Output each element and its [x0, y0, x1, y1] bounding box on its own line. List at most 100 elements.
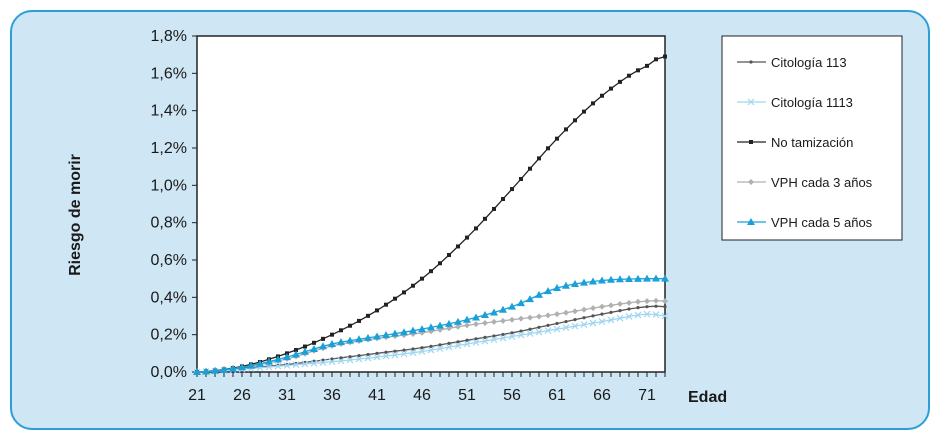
data-point [409, 349, 417, 357]
data-point [436, 321, 444, 329]
data-point [238, 363, 246, 371]
data-point [491, 318, 497, 325]
data-point [465, 235, 469, 240]
data-point [573, 318, 577, 322]
data-point [382, 352, 390, 360]
data-point [438, 343, 442, 347]
data-point [599, 303, 605, 310]
data-point [220, 365, 228, 373]
data-point [409, 326, 417, 334]
data-point [663, 305, 667, 309]
data-point [364, 333, 372, 341]
data-point [492, 334, 496, 338]
y-tick-label: 0,4% [151, 289, 187, 306]
data-point [283, 362, 291, 369]
data-point [355, 335, 363, 343]
data-point [518, 315, 524, 322]
data-point [436, 345, 444, 353]
legend-marker [749, 60, 753, 64]
data-point [645, 305, 649, 309]
data-point [346, 336, 354, 344]
data-point [455, 323, 461, 330]
data-point [572, 308, 578, 315]
y-tick-label: 0,8% [151, 215, 187, 232]
data-point [400, 350, 408, 358]
data-point [661, 312, 669, 320]
data-point [607, 275, 615, 283]
x-tick-label: 31 [278, 387, 296, 404]
legend-item: VPH cada 3 años [737, 175, 873, 190]
data-point [447, 341, 451, 345]
data-point [303, 344, 307, 349]
data-point [321, 336, 325, 341]
data-point [393, 349, 397, 353]
data-point [536, 313, 542, 320]
data-point [483, 216, 487, 221]
data-point [292, 350, 300, 358]
legend-label: VPH cada 5 años [771, 215, 873, 230]
data-point [265, 357, 273, 365]
data-point [626, 299, 632, 306]
data-point [581, 306, 587, 313]
data-point [411, 347, 415, 351]
data-point [384, 302, 388, 307]
data-point [301, 360, 309, 368]
data-point [590, 305, 596, 312]
x-tick-label: 51 [458, 387, 476, 404]
data-point [617, 301, 623, 308]
data-point [661, 274, 669, 282]
data-point [653, 297, 659, 304]
y-tick-label: 1,2% [151, 140, 187, 157]
data-point [393, 296, 397, 301]
x-tick-label: 26 [233, 387, 251, 404]
data-point [391, 351, 399, 359]
data-point [537, 325, 541, 329]
legend-marker [747, 98, 755, 106]
data-point [636, 306, 640, 310]
legend-label: No tamización [771, 135, 853, 150]
data-point [662, 298, 668, 305]
data-point [339, 356, 343, 360]
data-point [553, 284, 561, 291]
data-point [482, 319, 488, 326]
data-point [562, 324, 570, 331]
data-point [375, 308, 379, 313]
data-point [465, 338, 469, 342]
data-point [456, 340, 460, 344]
data-point [609, 310, 613, 315]
data-point [366, 313, 370, 318]
data-point [429, 344, 433, 348]
data-point [526, 295, 534, 303]
data-point [473, 321, 479, 328]
data-point [400, 328, 408, 336]
data-point [526, 330, 534, 337]
data-point [445, 343, 453, 351]
data-point [564, 319, 568, 324]
data-point [545, 312, 551, 319]
data-point [500, 317, 506, 324]
data-point [193, 368, 201, 375]
data-point [490, 336, 498, 343]
data-point [544, 327, 552, 334]
data-point [618, 309, 622, 313]
x-tick-label: 71 [638, 387, 656, 404]
legend-item: Citología 113 [737, 55, 847, 70]
data-point [382, 331, 390, 339]
data-point [283, 353, 291, 361]
data-point [654, 57, 658, 62]
data-point [644, 298, 650, 305]
data-point [456, 244, 460, 249]
data-point [445, 319, 453, 327]
data-point [402, 348, 406, 352]
data-point [292, 361, 300, 369]
data-point [573, 118, 577, 123]
legend-item: VPH cada 5 años [737, 215, 873, 230]
legend-marker [747, 218, 755, 225]
data-point [429, 269, 433, 274]
data-point [634, 274, 642, 282]
data-point [563, 309, 569, 316]
data-point [589, 319, 597, 327]
data-point [481, 311, 489, 319]
x-tick-label: 36 [323, 387, 341, 404]
data-point [202, 367, 210, 375]
